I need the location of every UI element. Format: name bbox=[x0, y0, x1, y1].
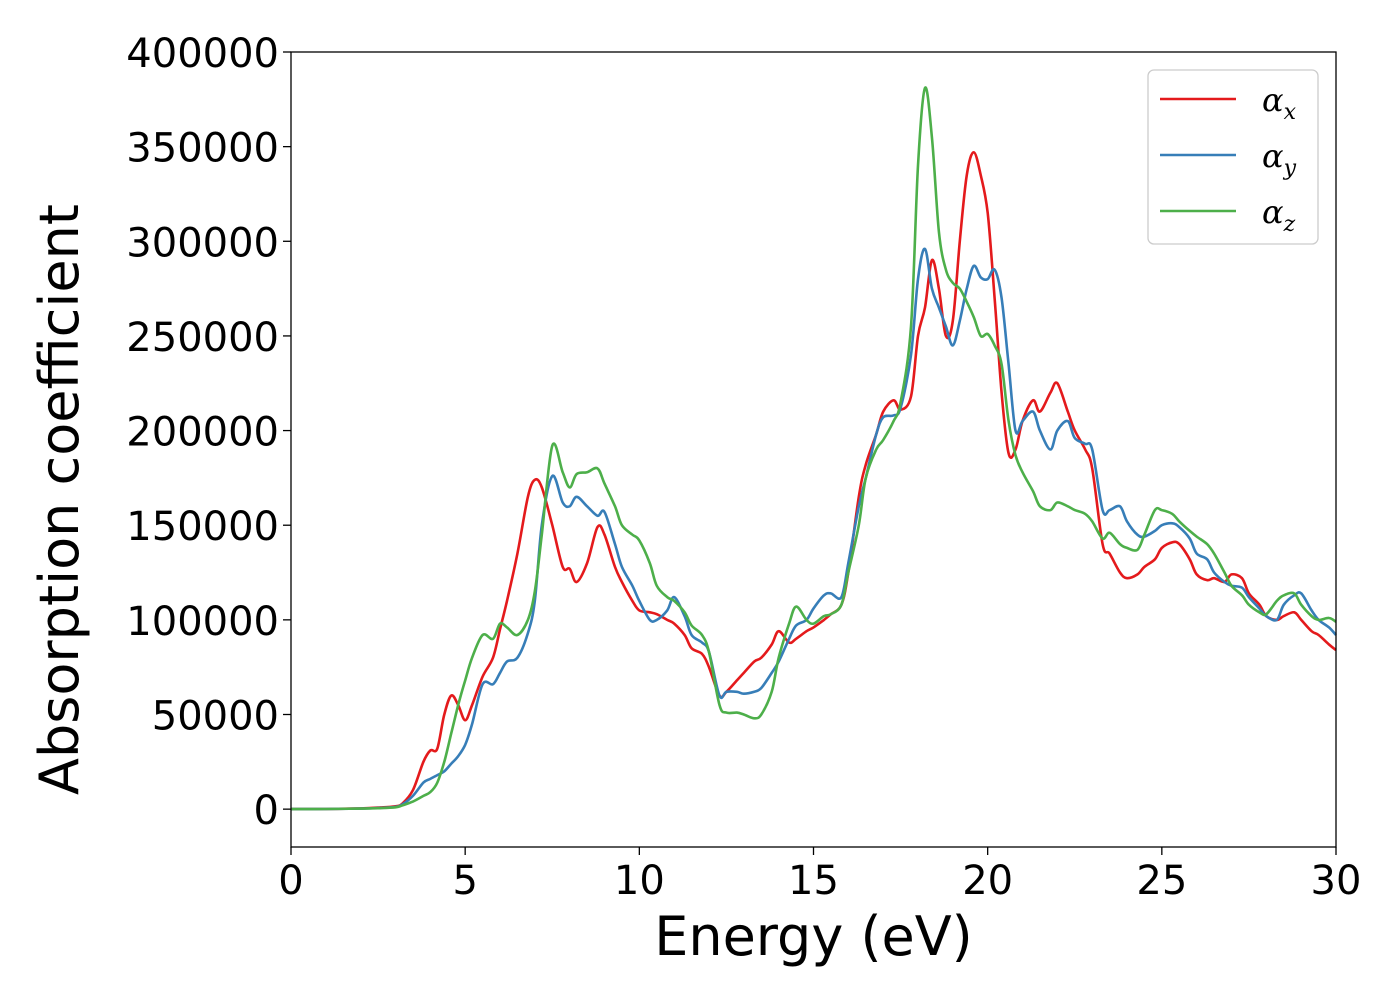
x-tick-label: 10 bbox=[614, 858, 665, 904]
y-axis-label: Absorption coefficient bbox=[28, 204, 91, 795]
x-tick-label: 5 bbox=[452, 858, 477, 904]
y-tick-label: 200000 bbox=[126, 410, 279, 456]
ticks-layer: 0 5 10 15 20 25 30 0 50000 100000 150000 200000 2500… bbox=[126, 31, 1361, 904]
x-tick-label: 30 bbox=[1311, 858, 1362, 904]
y-tick-label: 50000 bbox=[152, 694, 279, 740]
y-tick-label: 250000 bbox=[126, 315, 279, 361]
x-tick-label: 20 bbox=[962, 858, 1013, 904]
x-tick-label: 0 bbox=[278, 858, 303, 904]
series-line-3 bbox=[290, 86, 1337, 811]
legend-label: αx bbox=[1262, 81, 1297, 125]
legend-label: αy bbox=[1262, 137, 1297, 181]
legend-box bbox=[1147, 69, 1319, 245]
y-tick-label: 100000 bbox=[126, 599, 279, 645]
x-tick-label: 25 bbox=[1136, 858, 1187, 904]
y-tick-label: 350000 bbox=[126, 126, 279, 172]
y-tick-label: 0 bbox=[254, 788, 279, 834]
x-axis-label: Energy (eV) bbox=[654, 905, 973, 968]
series-line-2 bbox=[290, 247, 1337, 811]
legend: αx αy αz bbox=[1147, 69, 1319, 245]
legend-label: αz bbox=[1262, 193, 1296, 237]
y-tick-label: 150000 bbox=[126, 504, 279, 550]
series-layer bbox=[290, 86, 1337, 811]
y-tick-label: 400000 bbox=[126, 31, 279, 77]
series-line-1 bbox=[290, 151, 1337, 811]
x-tick-label: 15 bbox=[788, 858, 839, 904]
y-tick-label: 300000 bbox=[126, 220, 279, 266]
